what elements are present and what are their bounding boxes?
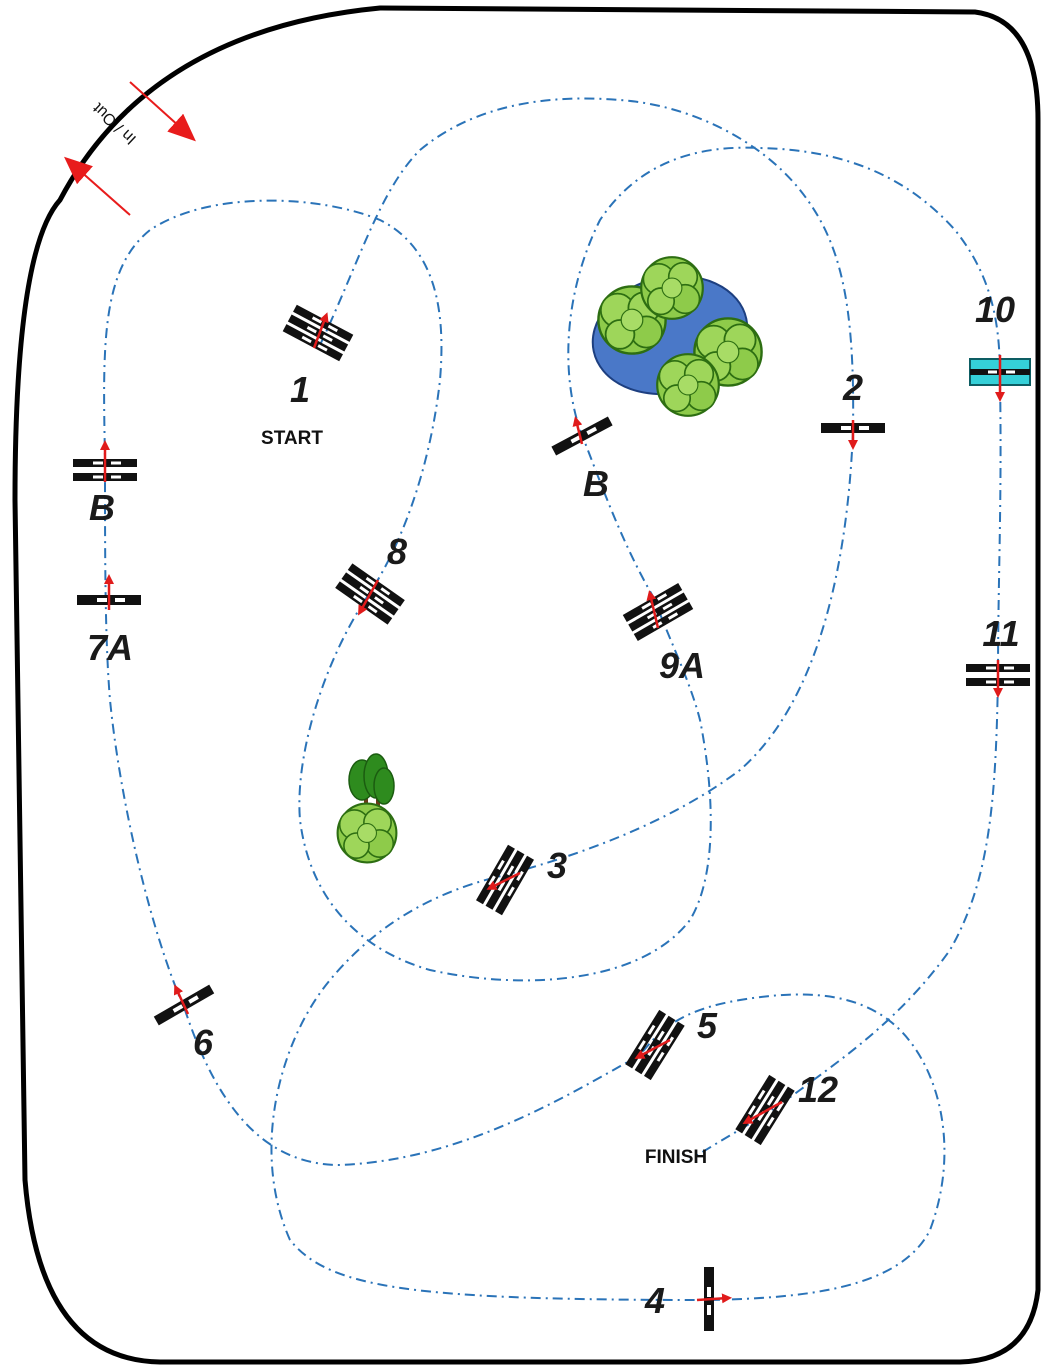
obstacle-10-label: 10	[975, 289, 1015, 330]
obstacle-5-label: 5	[697, 1005, 718, 1046]
obstacle-8-label: 8	[387, 531, 407, 572]
tree-group	[336, 753, 398, 864]
bush	[640, 256, 704, 320]
obstacle-1-label: 1	[290, 369, 310, 410]
obstacle-2-label: 2	[842, 367, 863, 408]
obstacle-9a-label: 9A	[659, 645, 705, 686]
obstacle-b-left-label: B	[89, 487, 115, 528]
start-label: START	[261, 428, 323, 449]
arena-boundary	[12, 5, 1041, 1365]
obstacle-6-label: 6	[193, 1022, 214, 1063]
obstacle-12-label: 12	[798, 1069, 838, 1110]
bush	[336, 802, 398, 864]
obstacle-11-label: 11	[982, 613, 1019, 654]
pond-scenery	[591, 256, 763, 417]
finish-label: FINISH	[645, 1147, 707, 1168]
obstacle-4-label: 4	[644, 1280, 665, 1321]
obstacle-b-center-label: B	[583, 463, 609, 504]
obstacle-7a-label: 7A	[87, 627, 133, 668]
obstacle-3-label: 3	[547, 845, 567, 886]
bush	[656, 353, 720, 417]
